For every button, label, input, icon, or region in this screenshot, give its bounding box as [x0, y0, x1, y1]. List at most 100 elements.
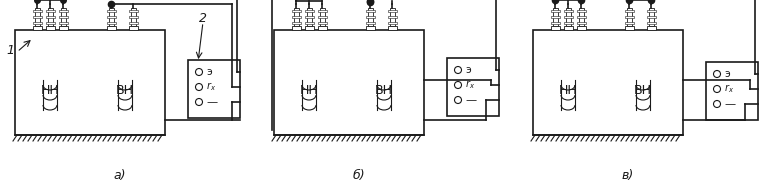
Text: э: э	[465, 65, 471, 75]
Bar	[577, 10, 586, 12]
Circle shape	[713, 70, 720, 78]
Bar	[109, 8, 113, 26]
Bar	[563, 22, 573, 24]
Bar	[106, 22, 116, 24]
Bar	[387, 10, 397, 12]
Text: б): б)	[352, 169, 365, 181]
Bar	[58, 22, 68, 24]
Bar	[292, 10, 300, 12]
Text: $r_x$: $r_x$	[724, 83, 734, 95]
Circle shape	[713, 100, 720, 107]
Bar	[304, 10, 314, 12]
Bar	[387, 16, 397, 18]
Bar	[317, 16, 327, 18]
Bar	[106, 26, 116, 30]
Bar	[625, 22, 633, 24]
Text: в): в)	[622, 169, 634, 181]
Bar	[58, 10, 68, 12]
Bar	[304, 26, 314, 30]
Bar	[365, 16, 375, 18]
Bar	[320, 8, 324, 26]
Bar	[625, 10, 633, 12]
Bar	[46, 26, 54, 30]
Bar	[387, 22, 397, 24]
Bar	[61, 8, 65, 26]
Bar	[706, 62, 758, 120]
Bar	[649, 8, 653, 26]
Text: НН: НН	[40, 83, 60, 97]
Text: ВН: ВН	[116, 83, 134, 97]
Circle shape	[713, 85, 720, 92]
Bar	[646, 22, 656, 24]
Text: —: —	[465, 95, 476, 105]
Bar	[58, 26, 68, 30]
Bar	[626, 8, 632, 26]
Bar	[577, 26, 586, 30]
Bar	[304, 22, 314, 24]
Text: —: —	[206, 97, 217, 107]
Bar	[34, 8, 40, 26]
Circle shape	[196, 83, 203, 90]
Bar	[304, 16, 314, 18]
Bar	[129, 10, 137, 12]
Circle shape	[455, 82, 462, 88]
Bar	[577, 16, 586, 18]
Bar	[33, 26, 41, 30]
Bar	[447, 58, 499, 116]
Bar	[550, 10, 559, 12]
Bar	[307, 8, 311, 26]
Bar	[129, 26, 137, 30]
Bar	[33, 22, 41, 24]
Text: $r_x$: $r_x$	[206, 81, 216, 93]
Text: э: э	[206, 67, 212, 77]
Bar	[368, 8, 372, 26]
Bar	[365, 22, 375, 24]
Text: —: —	[724, 99, 735, 109]
Bar	[625, 26, 633, 30]
Bar	[317, 22, 327, 24]
Bar	[563, 16, 573, 18]
Bar	[566, 8, 570, 26]
Circle shape	[196, 98, 203, 105]
Bar	[46, 10, 54, 12]
Bar	[274, 30, 424, 135]
Bar	[15, 30, 165, 135]
Text: э: э	[724, 69, 729, 79]
Text: а): а)	[114, 169, 126, 181]
Bar	[129, 22, 137, 24]
Bar	[292, 22, 300, 24]
Bar	[577, 22, 586, 24]
Bar	[46, 16, 54, 18]
Text: ВН: ВН	[634, 83, 652, 97]
Bar	[33, 16, 41, 18]
Bar	[46, 22, 54, 24]
Circle shape	[455, 66, 462, 73]
Bar	[188, 60, 240, 118]
Bar	[387, 26, 397, 30]
Bar	[625, 16, 633, 18]
Bar	[365, 10, 375, 12]
Bar	[365, 26, 375, 30]
Text: 1: 1	[6, 43, 14, 56]
Bar	[317, 26, 327, 30]
Bar	[317, 10, 327, 12]
Bar	[130, 8, 136, 26]
Bar	[33, 10, 41, 12]
Bar	[646, 26, 656, 30]
Text: 2: 2	[199, 11, 207, 24]
Bar	[106, 10, 116, 12]
Bar	[563, 26, 573, 30]
Bar	[106, 16, 116, 18]
Bar	[129, 16, 137, 18]
Text: НН: НН	[300, 83, 318, 97]
Text: НН: НН	[559, 83, 577, 97]
Bar	[646, 10, 656, 12]
Bar	[58, 16, 68, 18]
Bar	[390, 8, 394, 26]
Circle shape	[196, 68, 203, 75]
Bar	[292, 26, 300, 30]
Bar	[292, 16, 300, 18]
Bar	[578, 8, 584, 26]
Text: $r_x$: $r_x$	[465, 79, 475, 91]
Bar	[646, 16, 656, 18]
